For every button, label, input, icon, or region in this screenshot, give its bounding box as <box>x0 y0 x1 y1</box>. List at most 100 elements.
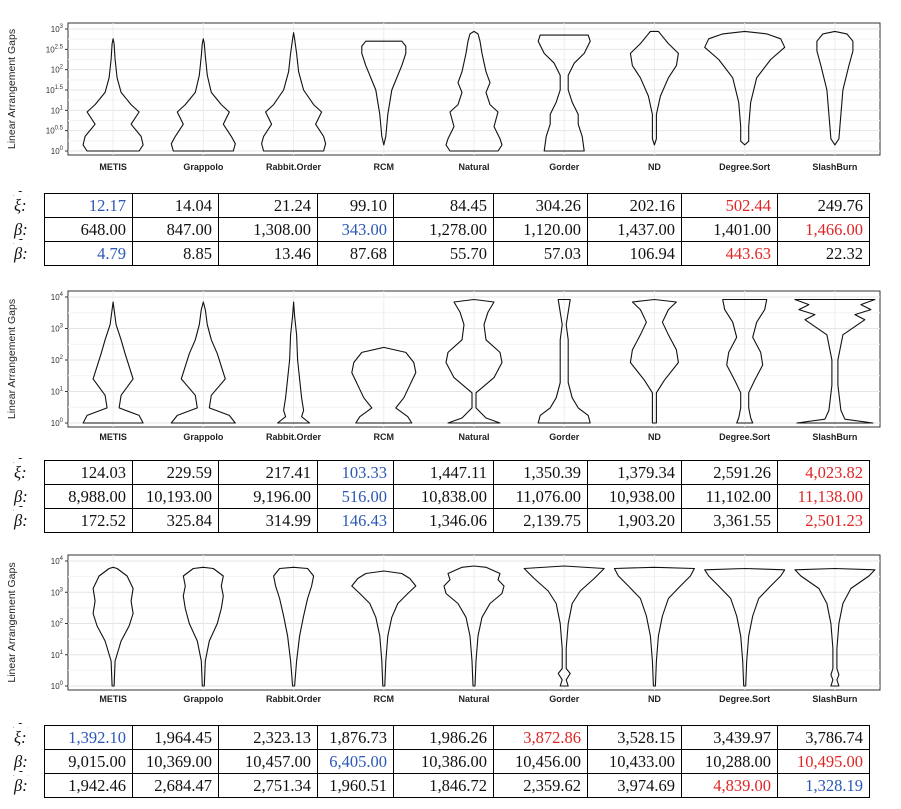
y-tick-label: 104 <box>51 556 64 566</box>
y-tick-label: 103 <box>51 324 64 334</box>
table-cell: 10,386.00 <box>393 749 494 774</box>
table-cell: 87.68 <box>317 241 394 266</box>
violin-degree-sort <box>722 298 768 424</box>
table-row-beta-hat: β: 4.79 8.85 13.46 87.68 55.70 57.03 106.94 443.… <box>14 241 870 266</box>
table-cell: 10,369.00 <box>132 749 219 774</box>
category-label: Gorder <box>549 694 580 704</box>
category-label: SlashBurn <box>812 432 857 442</box>
table-cell: 4.79 <box>44 241 133 266</box>
category-label: ND <box>648 432 661 442</box>
y-tick-label: 100 <box>51 418 64 428</box>
table-cell: 1,447.11 <box>393 460 494 485</box>
table-cell: 229.59 <box>132 460 219 485</box>
violin-degree-sort <box>704 30 786 146</box>
table-cell: 9,196.00 <box>218 484 318 509</box>
y-tick-label: 102 <box>51 619 64 629</box>
category-label: Natural <box>458 162 489 172</box>
table-cell: 10,456.00 <box>493 749 588 774</box>
table-cell: 3,872.86 <box>493 725 588 750</box>
table-cell: 1,964.45 <box>132 725 219 750</box>
category-label: Rabbit.Order <box>266 432 322 442</box>
violin-nd <box>629 30 679 146</box>
table-cell: 9,015.00 <box>44 749 133 774</box>
y-tick-label: 102 <box>51 65 64 75</box>
table-cell: 84.45 <box>393 193 494 218</box>
category-label: RCM <box>374 432 395 442</box>
y-tick-label: 102 <box>51 355 64 365</box>
violin-gorder <box>537 298 591 424</box>
violin-plot-1: 100 100.5 101 101.5 102 102.5 103 Linear Arrang… <box>6 22 881 172</box>
stats-table-1: ξ: 12.17 14.04 21.24 99.10 84.45 304.26 202.16 5… <box>14 193 870 266</box>
violin-slashburn <box>794 567 876 687</box>
table-cell: 4,839.00 <box>681 773 778 798</box>
y-tick-label: 101.5 <box>46 85 64 95</box>
table-cell: 11,102.00 <box>681 484 778 509</box>
violin-rcm <box>361 40 407 146</box>
table-cell: 2,684.47 <box>132 773 219 798</box>
table-cell: 172.52 <box>44 508 133 533</box>
table-cell: 6,405.00 <box>317 749 394 774</box>
category-label: Grappolo <box>183 162 224 172</box>
table-cell: 1,903.20 <box>587 508 682 533</box>
table-cell: 1,308.00 <box>218 217 318 242</box>
table-cell: 343.00 <box>317 217 394 242</box>
table-row-xi: ξ: 1,392.10 1,964.45 2,323.13 1,876.73 1,986.… <box>14 725 870 750</box>
stats-table-3: ξ: 1,392.10 1,964.45 2,323.13 1,876.73 1,986.… <box>14 725 870 798</box>
table-cell: 3,528.15 <box>587 725 682 750</box>
violin-grappolo <box>170 301 236 424</box>
table-cell: 1,346.06 <box>393 508 494 533</box>
table-cell: 2,751.34 <box>218 773 318 798</box>
table-cell: 314.99 <box>218 508 318 533</box>
violin-gorder <box>523 565 605 687</box>
table-cell: 3,361.55 <box>681 508 778 533</box>
violin-rabbit-order <box>261 32 327 152</box>
table-cell: 3,439.97 <box>681 725 778 750</box>
y-tick-label: 100 <box>51 681 64 691</box>
violin-rabbit-order <box>273 566 315 687</box>
category-label: Gorder <box>549 162 580 172</box>
table-cell: 1,960.51 <box>317 773 394 798</box>
table-cell: 21.24 <box>218 193 318 218</box>
category-label: Natural <box>458 432 489 442</box>
table-cell: 12.17 <box>44 193 133 218</box>
violin-metis <box>92 566 134 687</box>
table-cell: 1,328.19 <box>777 773 870 798</box>
table-cell: 1,942.46 <box>44 773 133 798</box>
y-tick-label: 103 <box>51 587 64 597</box>
violin-metis <box>82 301 144 424</box>
category-label: RCM <box>374 694 395 704</box>
table-cell: 1,401.00 <box>681 217 778 242</box>
table-cell: 2,501.23 <box>777 508 870 533</box>
table-cell: 2,359.62 <box>493 773 588 798</box>
violin-plot-2: 100 101 102 103 104 Linear Arrangement Gaps ME… <box>6 290 881 442</box>
table-cell: 10,457.00 <box>218 749 318 774</box>
table-row-beta: β: 9,015.00 10,369.00 10,457.00 6,405.00 10,3… <box>14 749 870 774</box>
category-label: ND <box>648 162 661 172</box>
table-cell: 57.03 <box>493 241 588 266</box>
category-label: Degree.Sort <box>719 162 770 172</box>
y-tick-label: 101 <box>51 105 64 115</box>
table-cell: 1,876.73 <box>317 725 394 750</box>
table-cell: 1,466.00 <box>777 217 870 242</box>
row-symbol: β: <box>14 486 28 506</box>
table-row-beta-hat: β: 172.52 325.84 314.99 146.43 1,346.06 2,139.… <box>14 508 870 533</box>
row-symbol: β: <box>14 775 28 795</box>
table-cell: 3,786.74 <box>777 725 870 750</box>
y-tick-label: 101 <box>51 387 64 397</box>
table-cell: 124.03 <box>44 460 133 485</box>
table-cell: 2,139.75 <box>493 508 588 533</box>
table-cell: 1,846.72 <box>393 773 494 798</box>
table-cell: 13.46 <box>218 241 318 266</box>
table-cell: 10,495.00 <box>777 749 870 774</box>
category-label: Rabbit.Order <box>266 694 322 704</box>
table-cell: 3,974.69 <box>587 773 682 798</box>
violin-grappolo <box>182 566 224 687</box>
violin-rcm <box>351 570 417 687</box>
category-label: Grappolo <box>183 694 224 704</box>
stats-table-2: ξ: 124.03 229.59 217.41 103.33 1,447.11 1,350.… <box>14 460 870 533</box>
table-row-beta-hat: β: 1,942.46 2,684.47 2,751.34 1,960.51 1,846.… <box>14 773 870 798</box>
violin-degree-sort <box>704 567 786 687</box>
category-label: RCM <box>374 162 395 172</box>
row-symbol: β: <box>14 243 28 263</box>
